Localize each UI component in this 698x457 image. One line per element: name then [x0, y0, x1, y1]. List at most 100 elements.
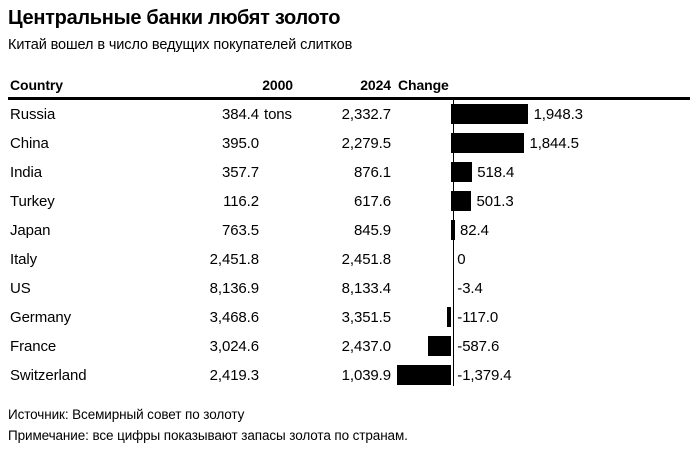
column-header-country: Country: [10, 77, 63, 93]
value-2000-cell: 3,468.6: [158, 303, 293, 332]
value-2000: 395.0: [221, 134, 259, 152]
country-label: US: [10, 279, 31, 297]
unit-suffix: [259, 274, 293, 303]
change-bar: [451, 133, 524, 153]
chart-subtitle: Китай вошел в число ведущих покупателей …: [8, 37, 353, 53]
value-2000-cell: 2,451.8: [158, 245, 293, 274]
value-2000: 116.2: [223, 192, 259, 210]
change-value: 1,844.5: [529, 134, 579, 152]
column-header-2000: 2000: [262, 77, 293, 93]
country-label: India: [10, 163, 43, 181]
source-note: Источник: Всемирный совет по золоту: [8, 406, 245, 422]
unit-suffix: [259, 129, 293, 158]
value-2024: 845.9: [353, 221, 391, 239]
value-2024: 8,133.4: [341, 279, 391, 297]
chart-title: Центральные банки любят золото: [8, 7, 341, 29]
value-2024: 2,437.0: [341, 337, 391, 355]
country-label: China: [10, 134, 49, 152]
table-row: France 3,024.6 2,437.0 -587.6: [8, 332, 690, 361]
value-2000-cell: 3,024.6: [158, 332, 293, 361]
change-value: 0: [457, 250, 466, 268]
header-rule: [8, 97, 690, 100]
value-2000: 2,451.8: [209, 250, 259, 268]
value-2000: 3,468.6: [209, 308, 259, 326]
country-label: France: [10, 337, 57, 355]
value-2024: 617.6: [353, 192, 391, 210]
change-cell: 1,844.5: [396, 129, 690, 158]
value-2000-cell: 384.4 tons: [158, 100, 293, 129]
unit-suffix: [259, 332, 293, 361]
country-label: Turkey: [10, 192, 55, 210]
chart-footer: Источник: Всемирный совет по золоту Прим…: [8, 404, 690, 446]
value-2024: 3,351.5: [341, 308, 391, 326]
change-cell: -117.0: [396, 303, 690, 332]
table-row: Japan 763.5 845.9 82.4: [8, 216, 690, 245]
unit-suffix: [259, 158, 293, 187]
change-value: 82.4: [460, 221, 489, 239]
country-label: Italy: [10, 250, 38, 268]
change-bar: [451, 162, 472, 182]
change-cell: -587.6: [396, 332, 690, 361]
value-2000: 763.5: [221, 221, 259, 239]
change-value: 1,948.3: [533, 105, 583, 123]
value-2000-cell: 116.2: [158, 187, 293, 216]
explanatory-note: Примечание: все цифры показывают запасы …: [8, 427, 408, 443]
unit-suffix: [259, 303, 293, 332]
table-row: Germany 3,468.6 3,351.5 -117.0: [8, 303, 690, 332]
country-label: Japan: [10, 221, 51, 239]
change-value: -587.6: [457, 337, 500, 355]
value-2000: 357.7: [221, 163, 259, 181]
change-bar: [451, 104, 529, 124]
change-cell: 1,948.3: [396, 100, 690, 129]
value-2000-cell: 763.5: [158, 216, 293, 245]
country-label: Germany: [10, 308, 71, 326]
table-body: Russia 384.4 tons 2,332.7 1,948.3 China 395.0 2…: [8, 99, 690, 390]
change-bar: [451, 220, 455, 240]
table-header-row: Country 2000 2024 Change: [8, 76, 690, 94]
value-2000-cell: 8,136.9: [158, 274, 293, 303]
value-2000: 2,419.3: [209, 366, 259, 384]
country-label: Switzerland: [10, 366, 87, 384]
value-2024: 2,279.5: [341, 134, 391, 152]
table-row: US 8,136.9 8,133.4 -3.4: [8, 274, 690, 303]
change-cell: 518.4: [396, 158, 690, 187]
unit-suffix: [259, 361, 293, 390]
unit-suffix: tons: [264, 105, 292, 123]
column-header-change: Change: [398, 77, 449, 93]
value-2000: 8,136.9: [209, 279, 259, 297]
change-value: -3.4: [457, 279, 483, 297]
country-label: Russia: [10, 105, 56, 123]
value-2000-cell: 357.7: [158, 158, 293, 187]
value-2000: 3,024.6: [209, 337, 259, 355]
table-row: Russia 384.4 tons 2,332.7 1,948.3: [8, 100, 690, 129]
value-2024: 1,039.9: [341, 366, 391, 384]
change-value: 518.4: [477, 163, 515, 181]
table-row: Italy 2,451.8 2,451.8 0: [8, 245, 690, 274]
table-row: India 357.7 876.1 518.4: [8, 158, 690, 187]
change-cell: 82.4: [396, 216, 690, 245]
change-bar: [451, 191, 472, 211]
table-row: China 395.0 2,279.5 1,844.5: [8, 129, 690, 158]
change-cell: -3.4: [396, 274, 690, 303]
table-row: Switzerland 2,419.3 1,039.9 -1,379.4: [8, 361, 690, 390]
change-cell: 0: [396, 245, 690, 274]
change-bar: [396, 365, 452, 385]
zero-baseline: [452, 99, 454, 386]
table-row: Turkey 116.2 617.6 501.3: [8, 187, 690, 216]
change-bar: [428, 336, 452, 356]
change-bar: [446, 307, 452, 327]
unit-suffix: [259, 245, 293, 274]
value-2000: 384.4: [221, 105, 259, 123]
value-2024: 2,332.7: [341, 105, 391, 123]
value-2024: 2,451.8: [341, 250, 391, 268]
change-value: -117.0: [457, 308, 499, 326]
unit-suffix: [259, 187, 293, 216]
change-cell: -1,379.4: [396, 361, 690, 390]
value-2024: 876.1: [353, 163, 391, 181]
unit-suffix: [259, 216, 293, 245]
value-2000-cell: 395.0: [158, 129, 293, 158]
change-value: 501.3: [476, 192, 514, 210]
column-header-2024: 2024: [360, 77, 391, 93]
change-value: -1,379.4: [457, 366, 512, 384]
